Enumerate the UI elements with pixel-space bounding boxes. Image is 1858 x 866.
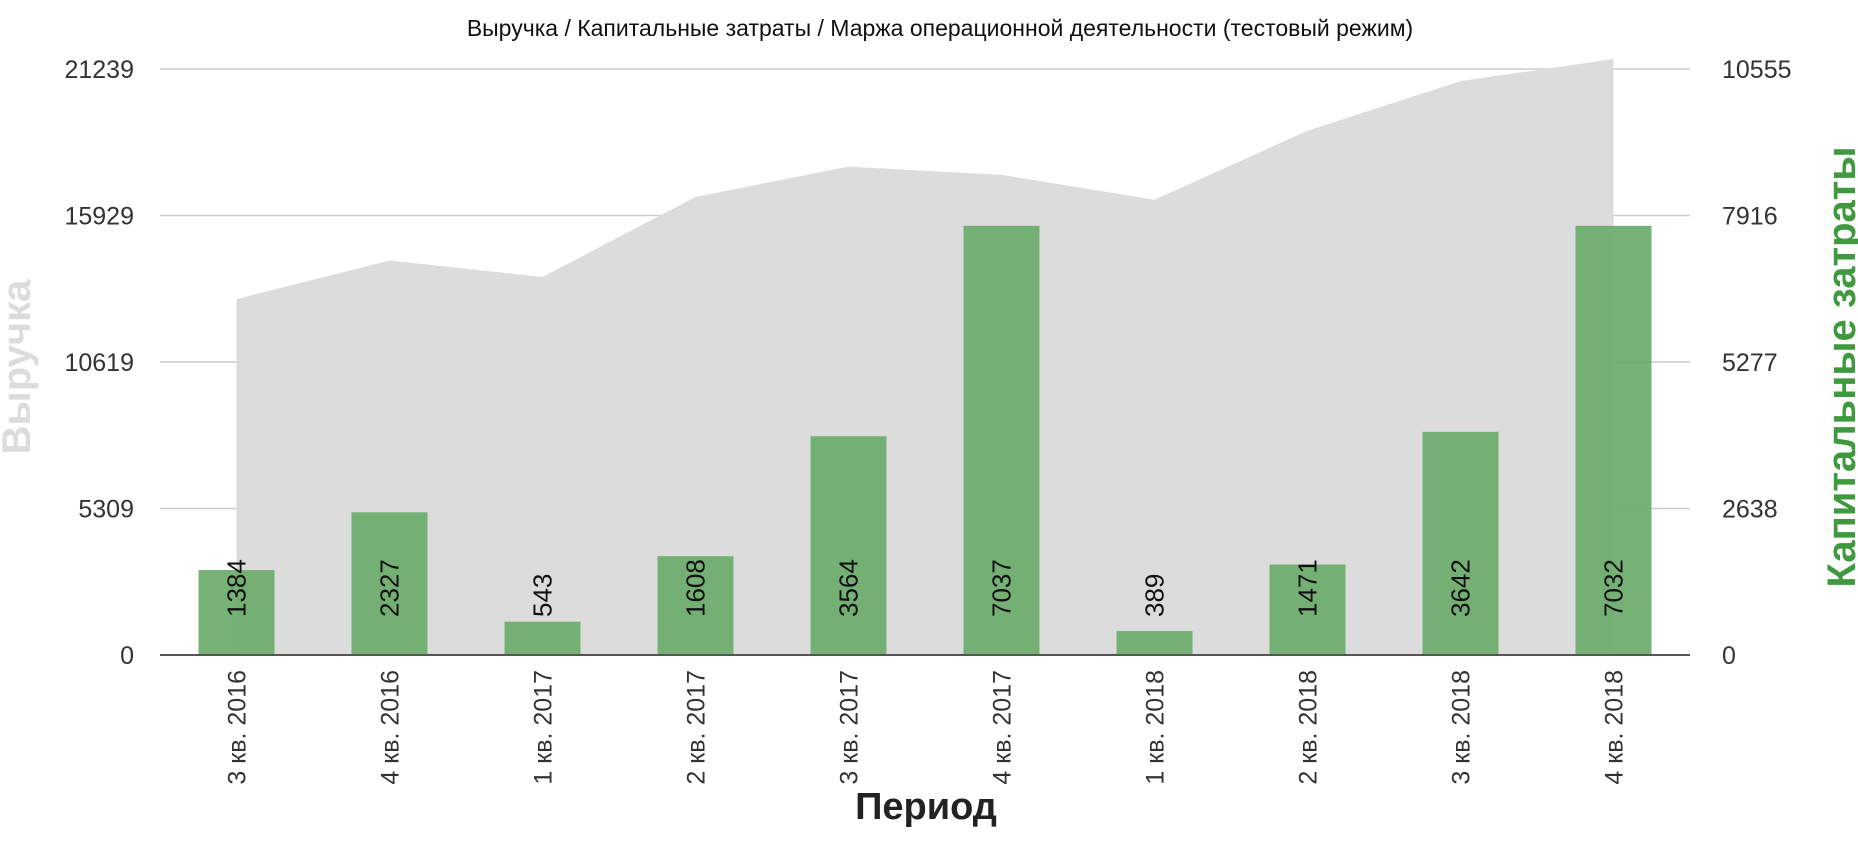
- data-label: 1608: [681, 559, 711, 617]
- x-tick-label: 4 кв. 2017: [989, 670, 1017, 785]
- x-axis-label: Период: [855, 786, 997, 828]
- y-axis-left-label: Выручка: [0, 279, 39, 454]
- capex-bar: [810, 436, 887, 655]
- data-label: 7037: [987, 559, 1017, 617]
- capex-bar: [1116, 631, 1193, 655]
- label-layer: 1384 2327 543 1608 3564 7037 389 1471 3642 7032: [222, 559, 1629, 617]
- y-right-tick-label: 10555: [1722, 56, 1792, 84]
- capex-bar: [657, 556, 734, 655]
- data-label: 1384: [222, 559, 252, 617]
- capex-bar: [1269, 564, 1346, 655]
- x-tick-label: 1 кв. 2017: [530, 670, 558, 785]
- area-layer: [236, 59, 1614, 656]
- capex-bar: [963, 225, 1040, 655]
- y-left-tick-label: 0: [120, 642, 134, 670]
- x-tick-label: 2 кв. 2018: [1295, 670, 1323, 785]
- x-tick-label: 3 кв. 2018: [1448, 670, 1476, 785]
- data-label: 3642: [1446, 559, 1476, 617]
- data-label: 2327: [375, 559, 405, 617]
- capex-bar: [1422, 431, 1499, 655]
- data-label: 1471: [1293, 559, 1323, 617]
- data-label: 543: [528, 574, 558, 617]
- y-left-tick-label: 15929: [64, 203, 134, 231]
- revenue-area: [236, 59, 1614, 656]
- y-left-tick-label: 5309: [78, 496, 134, 524]
- axis-layer: 0 5309 10619 15929 21239 0 2638 5277 7916 10555 3 …: [64, 56, 1791, 785]
- data-label: 389: [1140, 574, 1170, 617]
- data-label: 7032: [1599, 559, 1629, 617]
- x-tick-label: 1 кв. 2018: [1142, 670, 1170, 785]
- y-right-tick-label: 5277: [1722, 349, 1778, 377]
- x-tick-label: 2 кв. 2017: [683, 670, 711, 785]
- capex-bar: [351, 512, 428, 655]
- x-tick-label: 3 кв. 2017: [836, 670, 864, 785]
- bar-layer: [198, 225, 1652, 655]
- chart-title: Выручка / Капитальные затраты / Маржа оп…: [467, 15, 1413, 41]
- capex-bar: [198, 570, 275, 655]
- y-right-tick-label: 2638: [1722, 496, 1778, 524]
- y-axis-right-label: Капитальные затраты: [1820, 146, 1858, 587]
- capex-bar: [504, 621, 581, 655]
- x-tick-label: 4 кв. 2016: [377, 670, 405, 785]
- capex-bar: [1575, 225, 1652, 655]
- y-left-tick-label: 21239: [64, 56, 134, 84]
- x-tick-label: 3 кв. 2016: [224, 670, 252, 785]
- y-right-tick-label: 7916: [1722, 203, 1778, 231]
- y-right-tick-label: 0: [1722, 642, 1736, 670]
- x-tick-label: 4 кв. 2018: [1601, 670, 1629, 785]
- y-left-tick-label: 10619: [64, 349, 134, 377]
- data-label: 3564: [834, 559, 864, 617]
